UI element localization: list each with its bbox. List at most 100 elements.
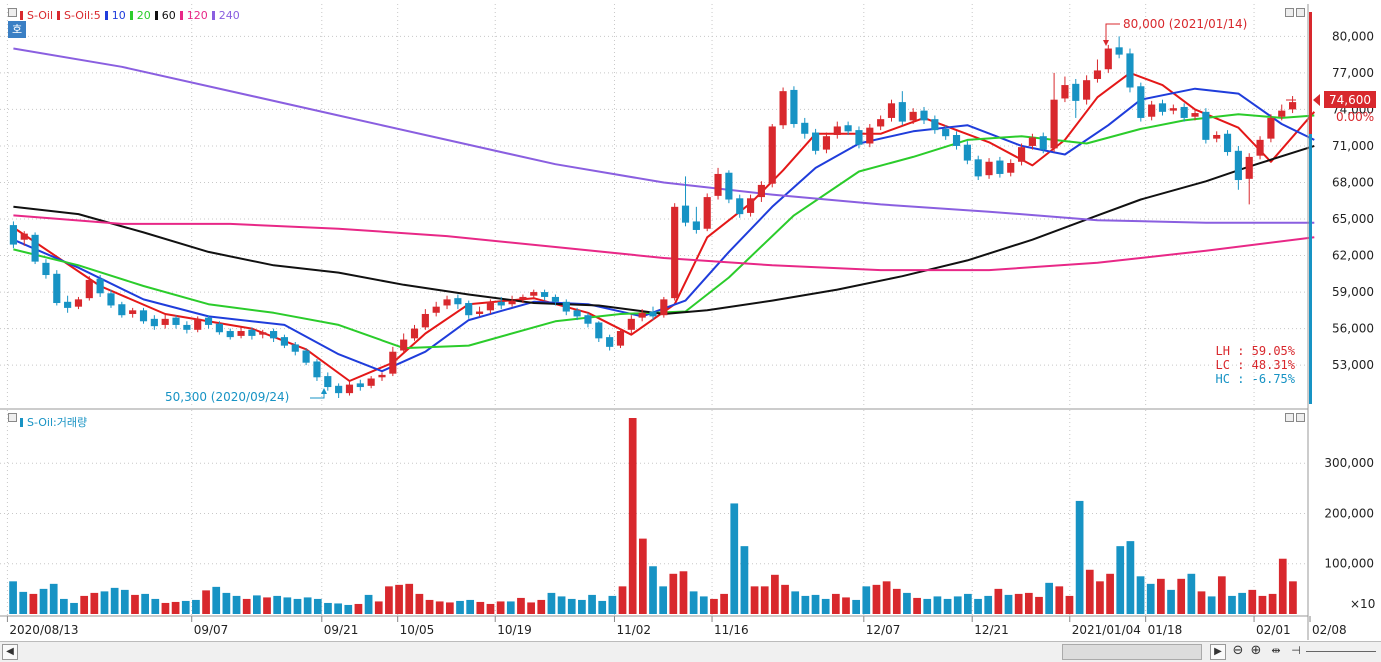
candle [1061,76,1069,103]
legend-item-1[interactable]: S-Oil:5 [64,9,101,22]
volume-bar [994,588,1003,614]
candle [920,106,928,125]
expand-bars-icon[interactable]: ⇹ [1271,644,1281,657]
volume-panel-close-button[interactable] [1296,413,1305,422]
volume-bar [1065,595,1074,614]
candle [1093,59,1102,83]
volume-bar [598,600,607,614]
candle-body [1148,104,1156,117]
legend-swatch-6 [211,11,215,20]
price-panel-menu-button[interactable] [8,8,17,17]
candle [1148,100,1156,121]
legend-item-3[interactable]: 20 [136,9,151,22]
volume-bar [608,595,617,614]
volume-bar [974,598,982,614]
volume-bar [517,597,525,614]
date-tick-label: 12/07 [866,623,901,637]
volume-bar [313,598,322,614]
candle [1267,114,1275,143]
volume-bar [862,586,871,614]
volume-bar [557,596,566,614]
volume-bar [9,581,17,614]
zoom-out-icon[interactable]: ⊖ [1232,643,1244,658]
candle [1278,104,1286,121]
candle-body [551,296,560,302]
candle [367,376,375,389]
legend-item-6[interactable]: 240 [218,9,240,22]
candle-body [1169,108,1177,111]
volume-bar [120,589,129,614]
candle [9,221,17,249]
candle-body [302,350,310,363]
date-tick-label: 01/18 [1148,623,1183,637]
candle [736,194,744,218]
volume-bar [435,601,444,614]
candle [96,275,104,297]
candle-body [855,130,863,145]
candle-body [215,323,223,333]
horizontal-scrollbar[interactable]: ◀ ▶ ⊖ ⊕ ⇹ ⊣ [0,641,1381,662]
scroll-left-button[interactable]: ◀ [2,644,18,660]
volume-bar [1075,500,1084,614]
stat-line: LC : 48.31% [1216,358,1296,372]
candle-body [638,312,646,318]
candle [866,124,874,148]
legend-swatch-5 [179,11,183,20]
candle [541,289,549,301]
legend-item-2[interactable]: 10 [111,9,126,22]
volume-bar [831,593,840,614]
reset-view-icon[interactable]: ⊣ [1291,644,1301,657]
candle-body [844,125,852,132]
scroll-thumb[interactable] [1062,644,1202,660]
scroll-right-button[interactable]: ▶ [1210,644,1226,660]
candle-body [963,144,971,161]
candle-body [497,301,505,306]
volume-bar [60,598,68,614]
candle [1158,99,1167,116]
volume-bar [1024,592,1033,614]
volume-bar [852,599,861,614]
legend-item-5[interactable]: 120 [186,9,208,22]
candle-body [530,292,538,296]
volume-bar [273,595,282,614]
volume-bar [872,584,881,614]
current-change-label: 0.00% [1336,110,1374,124]
stat-line: HC : -6.75% [1216,372,1296,386]
volume-bar [445,602,454,614]
price-tick-label: 77,000 [1332,66,1374,80]
candle [855,126,863,149]
candle [801,117,809,139]
legend-item-4[interactable]: 60 [161,9,176,22]
candle-body [85,279,93,299]
price-grid [0,4,1308,615]
volume-bar [892,588,901,614]
volume-bar [1258,595,1267,614]
candle-body [898,102,906,122]
date-tick-label: 10/19 [497,623,532,637]
price-panel-minimize-button[interactable] [1285,8,1294,17]
price-tick-label: 80,000 [1332,29,1374,43]
zoom-slider[interactable] [1306,651,1376,655]
candle-body [606,337,614,347]
candle [714,167,722,200]
candle-body [400,339,408,351]
zoom-in-icon[interactable]: ⊕ [1250,643,1262,658]
volume-panel-menu-button[interactable] [8,413,17,422]
candle-body [801,122,809,134]
legend-swatch-0 [20,11,23,20]
candle [616,328,625,349]
volume-y-axis: 100,000 200,000 300,000 [1324,456,1374,571]
volume-bar [1055,586,1064,614]
volume-bar [364,594,373,614]
volume-bar [80,595,89,614]
legend-item-0[interactable]: S-Oil [27,9,54,22]
price-badge[interactable]: 호 [8,21,26,38]
candle-body [1234,150,1242,181]
volume-panel-minimize-button[interactable] [1285,413,1294,422]
candle-body [887,103,896,118]
candle [259,329,267,339]
price-panel-close-button[interactable] [1296,8,1305,17]
candle [324,372,332,391]
